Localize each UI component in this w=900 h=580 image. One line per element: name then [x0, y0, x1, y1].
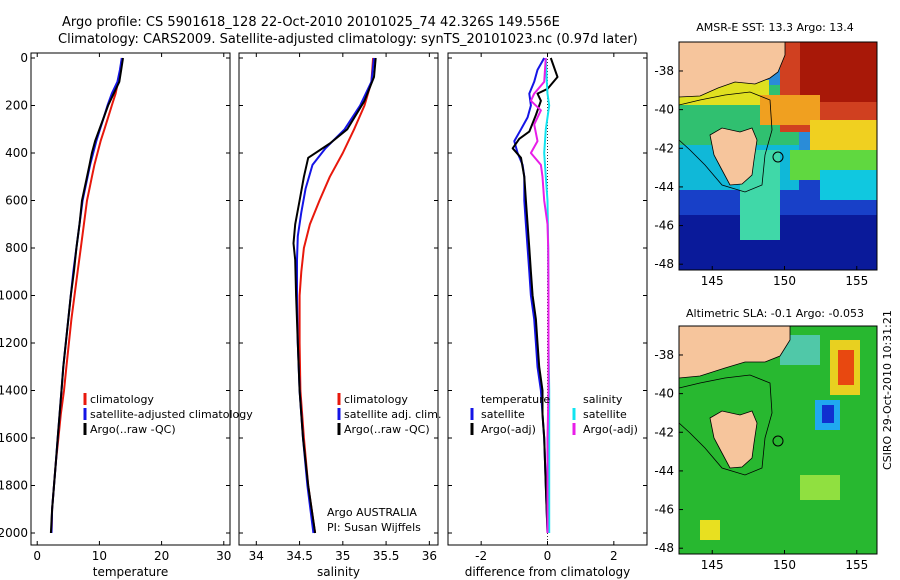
- legend-label-satellite: satellite adj. clim.: [344, 408, 441, 421]
- legend-label-satellite: satellite-adjusted climatology: [90, 408, 253, 421]
- legend-label-sal-satellite: satellite: [583, 408, 627, 421]
- x-tick-label: 36: [422, 549, 437, 563]
- sla-frame: [678, 325, 878, 555]
- y-tick-label: 1400: [0, 384, 28, 398]
- float-position-marker: [772, 151, 784, 163]
- map-y-tick-label: -46: [654, 219, 674, 233]
- mainland-land: [679, 326, 791, 379]
- x-tick-label: 20: [154, 549, 169, 563]
- x-tick-label: -2: [475, 549, 487, 563]
- y-tick-label: 200: [5, 99, 28, 113]
- sst-map-title: AMSR-E SST: 13.3 Argo: 13.4: [696, 21, 854, 34]
- legend-title-salinity: salinity: [583, 393, 623, 406]
- tasmania-land: [709, 410, 758, 469]
- sst-field: [679, 42, 877, 270]
- x-tick-label: 35.5: [373, 549, 400, 563]
- map-x-tick-label: 150: [773, 558, 796, 572]
- x-tick-label: 0: [544, 549, 552, 563]
- legend-label-sal-argo: Argo(-adj): [583, 423, 638, 436]
- x-axis-label: difference from climatology: [465, 565, 631, 579]
- sla-map: [678, 325, 878, 555]
- difference-panel: -2 0 2 difference from climatology: [447, 52, 648, 579]
- tasmania-land: [709, 127, 758, 186]
- legend-label-temp-argo: Argo(-adj): [481, 423, 536, 436]
- y-tick-label: 2000: [0, 526, 28, 540]
- map-y-tick-label: -42: [654, 425, 674, 439]
- series-line-2: [511, 57, 559, 534]
- map-y-tick-label: -48: [654, 257, 674, 271]
- plot-frame: [238, 52, 439, 546]
- map-y-tick-label: -44: [654, 180, 674, 194]
- series-line-2: [296, 57, 375, 534]
- y-tick-label: 1200: [0, 336, 28, 350]
- credit-pi: PI: Susan Wijffels: [327, 521, 421, 534]
- legend-label-climatology: climatology: [344, 393, 408, 406]
- sst-map: [678, 41, 878, 271]
- x-tick-label: 34.5: [286, 549, 313, 563]
- series-line-1: [50, 57, 123, 534]
- y-tick-label: 1000: [0, 289, 28, 303]
- salinity-legend: climatology satellite adj. clim. Argo(..…: [327, 393, 441, 534]
- y-tick-label: 600: [5, 194, 28, 208]
- credit-program: Argo AUSTRALIA: [327, 506, 417, 519]
- series-line-4: [529, 57, 550, 533]
- legend-label-argo: Argo(..raw -QC): [344, 423, 430, 436]
- salinity-panel: 34 34.5 35 35.5 36 salinity: [238, 52, 439, 579]
- series-line-1: [298, 57, 375, 534]
- plot-frame: [30, 52, 231, 546]
- legend-label-climatology: climatology: [90, 393, 154, 406]
- map-y-tick-label: -48: [654, 541, 674, 555]
- map-x-tick-label: 145: [701, 558, 724, 572]
- x-tick-label: 2: [610, 549, 618, 563]
- sst-frame: [678, 41, 878, 271]
- y-tick-label: 0: [20, 51, 28, 65]
- x-tick-label: 10: [92, 549, 107, 563]
- map-y-tick-label: -44: [654, 464, 674, 478]
- y-tick-label: 1600: [0, 431, 28, 445]
- series-line-2: [50, 57, 123, 534]
- x-tick-label: 34: [249, 549, 264, 563]
- figure-title-line1: Argo profile: CS 5901618_128 22-Oct-2010…: [62, 15, 560, 30]
- map-x-tick-label: 155: [845, 274, 868, 288]
- legend-label-argo: Argo(..raw -QC): [90, 423, 176, 436]
- x-axis-label: salinity: [317, 565, 360, 579]
- map-axes: 145 150 155 -38 -40 -42 -44 -46 -48 145 150 155 -38 -…: [654, 64, 868, 572]
- series-line-1: [513, 57, 549, 534]
- map-y-tick-label: -40: [654, 387, 674, 401]
- float-position-marker: [772, 435, 784, 447]
- x-tick-label: 0: [33, 549, 41, 563]
- shelf-contour: [679, 91, 773, 193]
- sla-map-title: Altimetric SLA: -0.1 Argo: -0.053: [686, 307, 864, 320]
- map-y-tick-label: -40: [654, 103, 674, 117]
- series-line-3: [543, 57, 551, 533]
- map-y-tick-label: -46: [654, 503, 674, 517]
- figure-title-line2: Climatology: CARS2009. Satellite-adjuste…: [58, 32, 638, 47]
- map-y-tick-label: -38: [654, 348, 674, 362]
- y-tick-label: 800: [5, 241, 28, 255]
- mainland-land: [679, 42, 786, 98]
- series-line-3: [49, 57, 124, 534]
- map-y-tick-label: -38: [654, 64, 674, 78]
- map-x-tick-label: 155: [845, 558, 868, 572]
- map-x-tick-label: 145: [701, 274, 724, 288]
- map-y-tick-label: -42: [654, 141, 674, 155]
- difference-legend: temperature salinity satellite Argo(-adj…: [470, 393, 638, 436]
- temperature-panel: 0 200 400 600 800 1000 1200 1400 1600 1800 2000 0 10…: [0, 51, 231, 579]
- x-axis-label: temperature: [93, 565, 168, 579]
- sla-field: [679, 326, 860, 540]
- legend-title-temperature: temperature: [481, 393, 550, 406]
- timestamp-stamp: CSIRO 29-Oct-2010 10:31:21: [881, 310, 894, 470]
- legend-label-temp-satellite: satellite: [481, 408, 525, 421]
- shelf-contour: [679, 374, 773, 476]
- y-tick-label: 1800: [0, 479, 28, 493]
- temperature-legend: climatology satellite-adjusted climatolo…: [83, 393, 253, 436]
- y-tick-label: 400: [5, 146, 28, 160]
- series-line-3: [292, 57, 377, 534]
- x-tick-label: 35: [335, 549, 350, 563]
- map-x-tick-label: 150: [773, 274, 796, 288]
- x-tick-label: 30: [216, 549, 231, 563]
